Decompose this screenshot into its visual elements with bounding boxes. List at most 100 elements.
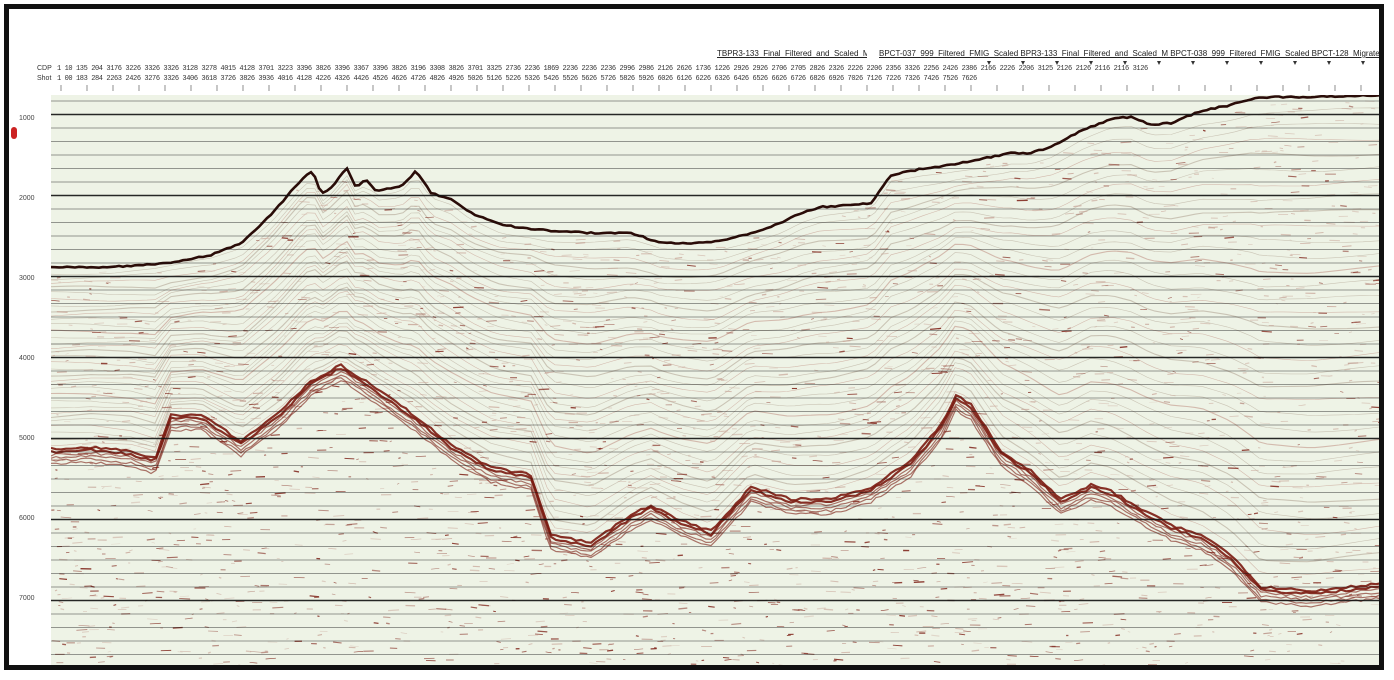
reflection-speckle	[684, 346, 695, 348]
reflection-speckle	[1289, 254, 1293, 257]
reflection-speckle	[418, 325, 423, 328]
reflection-speckle	[472, 270, 477, 272]
reflection-speckle	[655, 532, 667, 535]
reflection-speckle	[1112, 575, 1123, 578]
reflection-speckle	[210, 416, 215, 418]
reflection-speckle	[863, 244, 871, 246]
reflection-speckle	[1121, 627, 1126, 630]
reflection-speckle	[599, 348, 603, 351]
reflection-speckle	[94, 465, 104, 468]
reflection-speckle	[105, 558, 116, 560]
reflection-speckle	[420, 394, 427, 396]
reflection-speckle	[711, 475, 715, 478]
reflection-speckle	[717, 411, 723, 413]
reflection-speckle	[1300, 209, 1309, 212]
reflection-speckle	[323, 647, 326, 649]
reflection-speckle	[449, 480, 459, 483]
reflection-speckle	[107, 281, 111, 284]
reflection-speckle	[562, 320, 572, 323]
seafloor-reflector	[51, 95, 1379, 270]
reflection-speckle	[1087, 142, 1095, 145]
reflection-speckle	[556, 381, 562, 383]
reflection-speckle	[470, 606, 478, 609]
reflection-speckle	[759, 638, 765, 642]
reflection-speckle	[158, 475, 164, 477]
reflection-speckle	[625, 272, 637, 274]
reflection-speckle	[1000, 392, 1004, 395]
reflection-speckle	[1282, 466, 1294, 468]
reflection-speckle	[131, 501, 141, 504]
reflection-speckle	[613, 394, 618, 397]
reflection-speckle	[500, 638, 512, 640]
reflection-speckle	[228, 288, 237, 290]
reflection-speckle	[93, 445, 96, 447]
reflection-speckle	[500, 648, 504, 651]
reflection-speckle	[840, 591, 851, 594]
reflection-speckle	[65, 353, 69, 355]
reflection-speckle	[1367, 268, 1372, 271]
reflection-speckle	[1074, 351, 1078, 354]
reflection-speckle	[825, 280, 831, 283]
reflection-speckle	[315, 391, 323, 394]
reflection-speckle	[243, 549, 250, 551]
reflection-speckle	[339, 252, 348, 254]
reflection-speckle	[1280, 233, 1291, 236]
reflection-speckle	[935, 596, 940, 598]
reflection-speckle	[1090, 152, 1098, 155]
reflection-speckle	[852, 641, 857, 644]
reflection-speckle	[585, 287, 594, 289]
reflection-speckle	[408, 317, 416, 319]
reflection-speckle	[844, 625, 848, 628]
reflection-speckle	[1267, 634, 1270, 637]
reflection-speckle	[528, 643, 533, 646]
sediment-reflector	[51, 276, 1379, 399]
reflection-speckle	[60, 608, 65, 611]
reflection-speckle	[811, 318, 814, 320]
reflection-speckle	[1336, 624, 1341, 626]
reflection-speckle	[415, 455, 427, 457]
reflection-speckle	[1138, 597, 1148, 600]
reflection-speckle	[1348, 331, 1353, 333]
reflection-speckle	[1338, 662, 1341, 664]
reflection-speckle	[231, 500, 236, 502]
reflection-speckle	[891, 516, 895, 519]
time-axis-label: 6000	[19, 515, 35, 522]
reflection-speckle	[455, 332, 465, 335]
reflection-speckle	[140, 400, 148, 403]
reflection-speckle	[606, 291, 618, 294]
reflection-speckle	[761, 293, 767, 296]
reflection-speckle	[1253, 512, 1259, 515]
reflection-speckle	[456, 277, 462, 279]
reflection-speckle	[777, 256, 781, 259]
reflection-speckle	[1152, 179, 1158, 181]
reflection-speckle	[575, 238, 586, 241]
reflection-speckle	[373, 622, 379, 625]
reflection-speckle	[867, 214, 871, 217]
reflection-speckle	[1326, 222, 1336, 225]
reflection-speckle	[69, 583, 75, 586]
reflection-speckle	[809, 455, 818, 458]
reflection-speckle	[717, 378, 725, 381]
reflection-speckle	[394, 321, 402, 323]
reflection-speckle	[614, 420, 618, 422]
reflection-speckle	[795, 503, 802, 505]
reflection-speckle	[1257, 287, 1264, 290]
reflection-speckle	[1175, 162, 1186, 164]
reflection-speckle	[913, 579, 919, 582]
sediment-reflector	[51, 295, 1379, 432]
sediment-reflector	[51, 282, 1379, 408]
reflection-speckle	[101, 487, 105, 489]
reflection-speckle	[97, 435, 109, 438]
basement-reflector	[51, 377, 1379, 604]
reflection-speckle	[1054, 566, 1065, 568]
reflection-speckle	[299, 201, 310, 203]
reflection-speckle	[816, 607, 826, 610]
reflection-speckle	[1343, 301, 1347, 304]
reflection-speckle	[156, 590, 165, 593]
reflection-speckle	[1291, 168, 1301, 171]
reflection-speckle	[849, 345, 861, 348]
reflection-speckle	[376, 312, 387, 315]
reflection-speckle	[842, 339, 851, 342]
reflection-speckle	[235, 421, 246, 424]
reflection-speckle	[450, 324, 458, 327]
